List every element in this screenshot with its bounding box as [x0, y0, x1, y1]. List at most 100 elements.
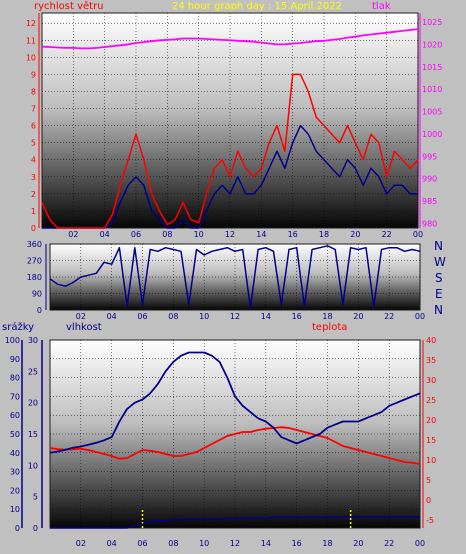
compass-n-bottom: N — [434, 303, 443, 317]
direction-y-tick-90: 90 — [32, 290, 42, 299]
humidity-y-tick-0: 0 — [33, 524, 38, 533]
temperature-y-tick-40: 40 — [426, 336, 436, 345]
wind-y-tick-11: 11 — [26, 36, 36, 45]
wind-y-tick-9: 9 — [31, 70, 36, 79]
rain-y-tick-40: 40 — [10, 449, 20, 458]
rain-y-tick-100: 100 — [5, 336, 20, 345]
temperature-y-tick-10: 10 — [426, 456, 436, 465]
wind-speed-line — [41, 73, 419, 229]
humidity-temperature-x-tick-02: 02 — [76, 539, 86, 548]
wind-direction-x-tick-16: 16 — [292, 312, 302, 321]
pressure-y-tick-1025: 1025 — [422, 18, 442, 27]
wind-y-tick-8: 8 — [31, 87, 36, 96]
temperature-y-tick-15: 15 — [426, 436, 436, 445]
wind-direction-line — [49, 245, 421, 309]
humidity-temperature-x-tick-14: 14 — [261, 539, 271, 548]
pressure-y-tick-995: 995 — [422, 152, 437, 161]
temperature-y-tick-20: 20 — [426, 416, 436, 425]
pressure-y-tick-1020: 1020 — [422, 40, 442, 49]
compass-w: W — [434, 255, 446, 269]
rain-y-tick-30: 30 — [10, 468, 20, 477]
wind-speed-label: rychlost větru — [34, 0, 104, 12]
wind-y-tick-12: 12 — [26, 19, 36, 28]
rain-y-tick-50: 50 — [10, 430, 20, 439]
wind-pressure-x-tick-22: 22 — [382, 230, 392, 239]
pressure-y-tick-990: 990 — [422, 175, 437, 184]
wind-pressure-x-tick-00: 00 — [413, 230, 423, 239]
rain-y-tick-90: 90 — [10, 355, 20, 364]
wind-pressure-x-tick-16: 16 — [288, 230, 298, 239]
wind-y-tick-1: 1 — [31, 207, 36, 216]
compass-s: S — [435, 271, 443, 285]
wind-y-tick-6: 6 — [31, 122, 36, 131]
wind-pressure-x-tick-08: 08 — [162, 230, 172, 239]
wind-direction-x-tick-06: 06 — [137, 312, 147, 321]
compass-n-top: N — [434, 239, 443, 253]
temperature-line — [49, 426, 421, 465]
humidity-temperature-x-tick-12: 12 — [230, 539, 240, 548]
humidity-y-tick-10: 10 — [28, 461, 38, 470]
wind-direction-x-tick-20: 20 — [353, 312, 363, 321]
rain-y-tick-20: 20 — [10, 486, 20, 495]
humidity-temperature-x-tick-06: 06 — [137, 539, 147, 548]
rain-y-tick-70: 70 — [10, 392, 20, 401]
wind-y-tick-2: 2 — [31, 190, 36, 199]
wind-y-tick-5: 5 — [31, 139, 36, 148]
wind-y-tick-0: 0 — [31, 224, 36, 233]
wind-direction-x-tick-22: 22 — [384, 312, 394, 321]
wind-direction-x-tick-02: 02 — [76, 312, 86, 321]
rain-y-tick-80: 80 — [10, 374, 20, 383]
humidity-label: vlhkost — [66, 322, 102, 333]
wind-direction-x-tick-12: 12 — [230, 312, 240, 321]
rain-label: srážky — [2, 321, 34, 333]
rain-line — [50, 515, 420, 529]
direction-y-tick-0: 0 — [37, 306, 42, 315]
humidity-temperature-x-tick-20: 20 — [353, 539, 363, 548]
direction-y-tick-360: 360 — [27, 240, 42, 249]
pressure-label: tlak — [372, 1, 391, 12]
humidity-y-tick-5: 5 — [33, 493, 38, 502]
pressure-y-tick-1000: 1000 — [422, 130, 442, 139]
wind-pressure-plot-area — [41, 12, 419, 229]
humidity-line — [49, 351, 421, 454]
temperature-y-tick-0: 0 — [426, 496, 431, 505]
humidity-temperature-x-tick-00: 00 — [415, 539, 425, 548]
wind-direction-x-tick-14: 14 — [261, 312, 271, 321]
rain-y-tick-60: 60 — [10, 411, 20, 420]
wind-pressure-x-tick-20: 20 — [350, 230, 360, 239]
wind-y-tick-10: 10 — [26, 53, 36, 62]
pressure-y-tick-1015: 1015 — [422, 63, 442, 72]
pressure-y-tick-1005: 1005 — [422, 108, 442, 117]
wind-y-tick-7: 7 — [31, 105, 36, 114]
direction-y-tick-180: 180 — [27, 273, 42, 282]
temperature-y-tick-35: 35 — [426, 356, 436, 365]
wind-pressure-x-tick-06: 06 — [131, 230, 141, 239]
pressure-y-tick-980: 980 — [422, 220, 437, 229]
humidity-temperature-x-tick-22: 22 — [384, 539, 394, 548]
rain-y-tick-0: 0 — [15, 524, 20, 533]
wind-pressure-x-tick-14: 14 — [256, 230, 266, 239]
humidity-temperature-x-tick-16: 16 — [292, 539, 302, 548]
wind-direction-x-tick-00: 00 — [415, 312, 425, 321]
wind-direction-x-tick-10: 10 — [199, 312, 209, 321]
chart-layer: 0123456789101112980985990995100010051010… — [5, 12, 442, 548]
wind-pressure-x-tick-18: 18 — [319, 230, 329, 239]
humidity-temperature-x-tick-08: 08 — [168, 539, 178, 548]
wind-y-tick-4: 4 — [31, 156, 36, 165]
rain-y-tick-10: 10 — [10, 505, 20, 514]
wind-direction-x-tick-18: 18 — [322, 312, 332, 321]
humidity-temperature-x-tick-18: 18 — [322, 539, 332, 548]
pressure-y-tick-1010: 1010 — [422, 85, 442, 94]
wind-direction-x-tick-04: 04 — [107, 312, 117, 321]
graph-title: 24 hour graph day : 15.April.2022 — [172, 1, 342, 12]
wind-y-tick-3: 3 — [31, 173, 36, 182]
humidity-temperature-x-tick-10: 10 — [199, 539, 209, 548]
humidity-y-tick-20: 20 — [28, 399, 38, 408]
wind-pressure-x-tick-10: 10 — [194, 230, 204, 239]
temperature-y-tick-25: 25 — [426, 396, 436, 405]
wind-pressure-x-tick-12: 12 — [225, 230, 235, 239]
humidity-y-tick-15: 15 — [28, 430, 38, 439]
pressure-y-tick-985: 985 — [422, 197, 437, 206]
